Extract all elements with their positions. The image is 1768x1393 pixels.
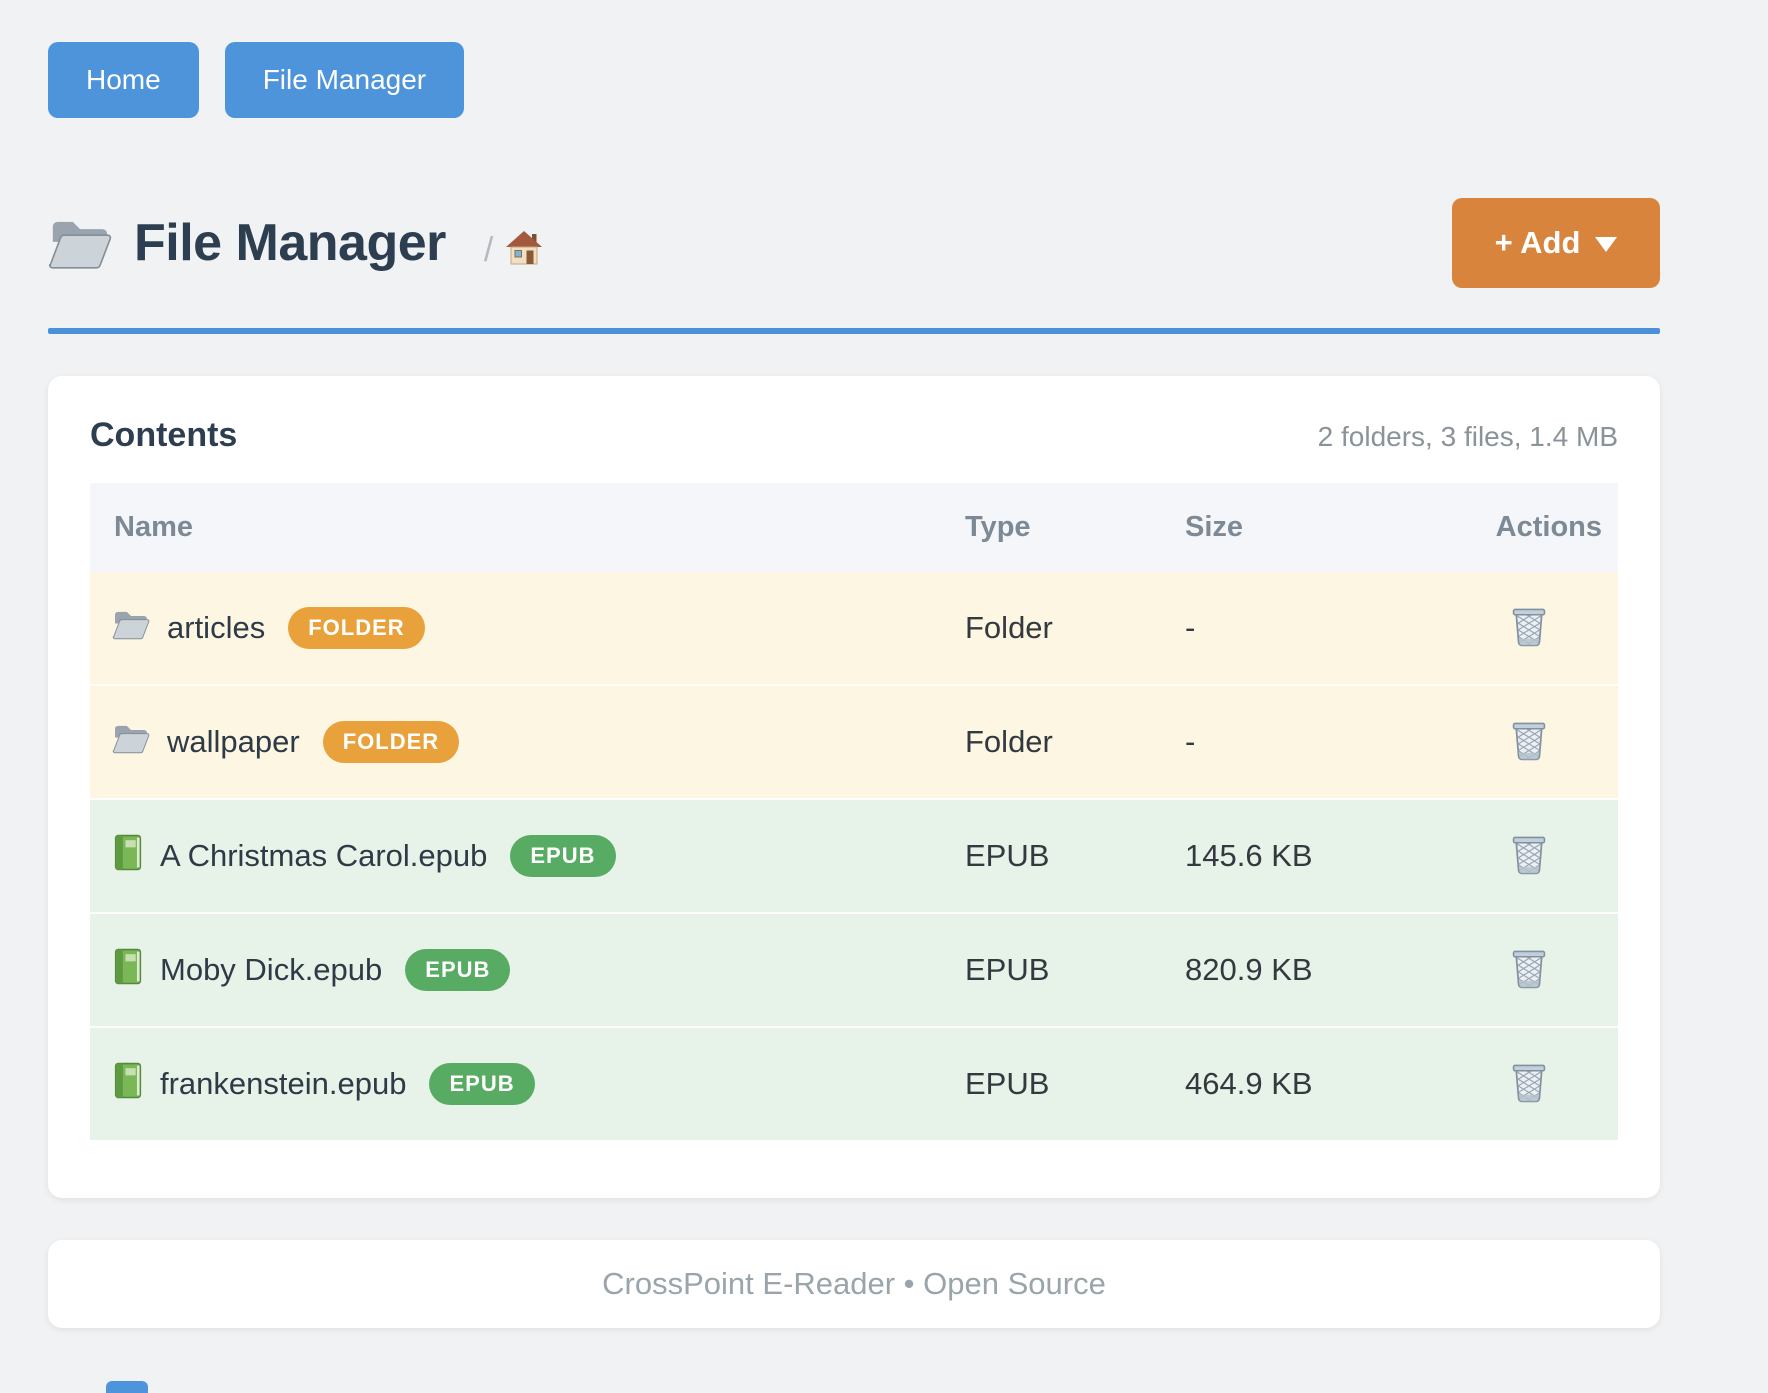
file-name[interactable]: wallpaper xyxy=(167,724,300,759)
trash-icon xyxy=(1510,749,1548,764)
footer-text: CrossPoint E-Reader • Open Source xyxy=(602,1266,1106,1301)
type-badge: EPUB xyxy=(429,1063,535,1105)
table-row[interactable]: wallpaper FOLDER Folder - xyxy=(90,684,1618,799)
add-button[interactable]: + Add xyxy=(1452,198,1660,288)
delete-button[interactable] xyxy=(1506,943,1552,993)
type-cell: EPUB xyxy=(965,912,1185,1027)
size-cell: - xyxy=(1185,684,1440,799)
table-row[interactable]: frankenstein.epub EPUB EPUB 464.9 KB xyxy=(90,1026,1618,1140)
column-header-size: Size xyxy=(1185,483,1440,572)
title-group: File Manager / xyxy=(48,213,543,273)
breadcrumb: / xyxy=(484,230,543,271)
contents-card-header: Contents 2 folders, 3 files, 1.4 MB xyxy=(90,416,1618,455)
file-name[interactable]: frankenstein.epub xyxy=(160,1066,407,1101)
column-header-actions: Actions xyxy=(1440,483,1618,572)
trash-icon xyxy=(1510,977,1548,992)
trash-icon xyxy=(1510,1091,1548,1106)
nav-button-home[interactable]: Home xyxy=(48,42,199,118)
add-button-label: + Add xyxy=(1494,225,1581,260)
caret-down-icon xyxy=(1595,237,1618,252)
file-name[interactable]: Moby Dick.epub xyxy=(160,952,383,987)
house-icon[interactable] xyxy=(505,230,543,271)
type-cell: Folder xyxy=(965,684,1185,799)
green-book-icon xyxy=(112,948,143,993)
table-header-row: Name Type Size Actions xyxy=(90,483,1618,572)
file-name[interactable]: A Christmas Carol.epub xyxy=(160,838,488,873)
page-title: File Manager xyxy=(134,214,446,272)
breadcrumb-separator: / xyxy=(483,230,494,269)
type-cell: Folder xyxy=(965,572,1185,685)
trash-icon xyxy=(1510,863,1548,878)
header-divider xyxy=(48,328,1660,334)
delete-button[interactable] xyxy=(1506,715,1552,765)
table-row[interactable]: A Christmas Carol.epub EPUB EPUB 145.6 K… xyxy=(90,798,1618,913)
nav-button-file-manager[interactable]: File Manager xyxy=(224,42,465,118)
file-manager-page: Home File Manager File Manager / + Add C… xyxy=(48,0,1660,1393)
table-row[interactable]: articles FOLDER Folder - xyxy=(90,572,1618,685)
page-header: File Manager / + Add xyxy=(48,198,1660,288)
type-badge: FOLDER xyxy=(288,607,425,649)
delete-button[interactable] xyxy=(1506,601,1552,651)
green-book-icon xyxy=(112,834,143,879)
name-cell: wallpaper FOLDER xyxy=(90,721,965,763)
folder-icon xyxy=(48,217,112,270)
trash-icon xyxy=(1510,635,1548,650)
name-cell: A Christmas Carol.epub EPUB xyxy=(90,834,965,879)
size-cell: 464.9 KB xyxy=(1185,1026,1440,1140)
type-badge: EPUB xyxy=(405,949,511,991)
contents-table-body: articles FOLDER Folder - wallpaper xyxy=(90,572,1618,1140)
contents-card: Contents 2 folders, 3 files, 1.4 MB Name… xyxy=(48,376,1660,1198)
type-cell: EPUB xyxy=(965,798,1185,913)
name-cell: frankenstein.epub EPUB xyxy=(90,1062,965,1107)
contents-table: Name Type Size Actions articles FOLDER F… xyxy=(90,483,1618,1140)
contents-summary: 2 folders, 3 files, 1.4 MB xyxy=(1317,421,1618,452)
type-badge: FOLDER xyxy=(322,721,460,763)
nav-row: Home File Manager xyxy=(48,42,1660,118)
type-badge: EPUB xyxy=(510,835,616,877)
delete-button[interactable] xyxy=(1506,829,1552,879)
size-cell: 145.6 KB xyxy=(1185,798,1440,913)
table-row[interactable]: Moby Dick.epub EPUB EPUB 820.9 KB xyxy=(90,912,1618,1027)
footer-card: CrossPoint E-Reader • Open Source xyxy=(48,1240,1660,1328)
column-header-type: Type xyxy=(965,483,1185,572)
name-cell: Moby Dick.epub EPUB xyxy=(90,948,965,993)
size-cell: - xyxy=(1185,572,1440,685)
column-header-name: Name xyxy=(90,483,965,572)
size-cell: 820.9 KB xyxy=(1185,912,1440,1027)
green-book-icon xyxy=(112,1062,143,1107)
folder-icon xyxy=(112,609,150,648)
partial-bottom-button[interactable] xyxy=(106,1381,148,1393)
contents-title: Contents xyxy=(90,416,238,454)
type-cell: EPUB xyxy=(965,1026,1185,1140)
name-cell: articles FOLDER xyxy=(90,607,965,649)
folder-icon xyxy=(112,723,150,762)
delete-button[interactable] xyxy=(1506,1057,1552,1107)
file-name[interactable]: articles xyxy=(167,610,266,645)
